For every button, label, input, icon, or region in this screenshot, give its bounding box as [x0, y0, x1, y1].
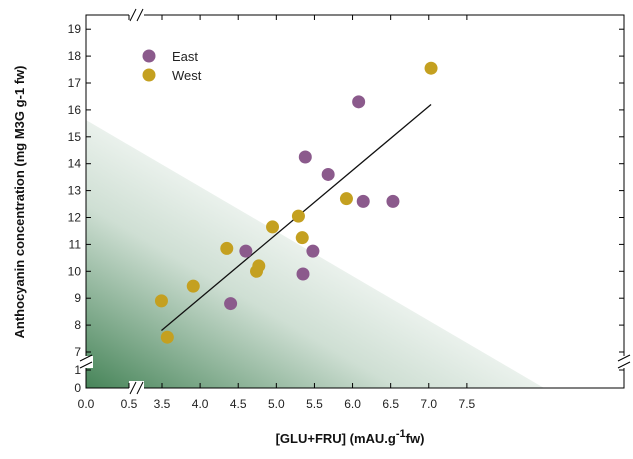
- x-axis-title-tail: fw): [406, 431, 425, 446]
- point-east-8: [386, 194, 400, 208]
- y-axis-break-right-gap: [617, 356, 631, 368]
- x-tick-label-4: 4.5: [230, 397, 247, 411]
- point-east-7: [356, 194, 370, 208]
- axes-layer: [79, 8, 631, 395]
- y-tick-label-8: 13: [68, 184, 82, 198]
- y-tick-label-4: 9: [74, 291, 81, 305]
- points-layer: [154, 61, 438, 344]
- legend: East West: [142, 49, 202, 83]
- y-tick-label-0: 0: [74, 381, 81, 395]
- x-tick-label-9: 7.0: [420, 397, 437, 411]
- ticks-layer: 0.0 0.5 3.5 4.0 4.5 5.0 5.5 6.0 6.5 7.0 7.50178910…: [68, 15, 624, 411]
- point-west-1: [160, 330, 174, 344]
- x-tick-label-0: 0.0: [78, 397, 95, 411]
- x-tick-label-8: 6.5: [382, 397, 399, 411]
- point-east-1: [239, 244, 253, 258]
- x-tick-label-10: 7.5: [459, 397, 476, 411]
- y-tick-label-1: 1: [74, 363, 81, 377]
- point-west-6: [266, 220, 280, 234]
- point-west-10: [424, 61, 438, 75]
- legend-marker-west: [142, 68, 156, 82]
- x-axis-break-bottom-slash-right: [136, 381, 144, 395]
- point-east-2: [296, 267, 310, 281]
- y-tick-label-12: 17: [68, 76, 82, 90]
- y-tick-label-3: 8: [74, 318, 81, 332]
- y-tick-label-13: 18: [68, 49, 82, 63]
- legend-marker-east: [142, 49, 156, 63]
- y-tick-label-9: 14: [68, 157, 82, 171]
- point-west-9: [339, 192, 353, 206]
- legend-label-west: West: [172, 68, 202, 83]
- x-axis-title-main: [GLU+FRU] (mAU.g: [276, 431, 396, 446]
- y-tick-label-5: 10: [68, 264, 82, 278]
- y-axis-break-left-gap: [79, 356, 93, 368]
- point-west-3: [220, 241, 234, 255]
- y-tick-label-2: 7: [74, 345, 81, 359]
- point-east-3: [298, 150, 312, 164]
- legend-label-east: East: [172, 49, 198, 64]
- y-tick-label-11: 16: [68, 103, 82, 117]
- point-east-4: [306, 244, 320, 258]
- y-tick-label-6: 11: [69, 237, 82, 251]
- x-axis-title: [GLU+FRU] (mAU.g-1fw): [276, 428, 425, 446]
- y-tick-label-10: 15: [68, 130, 82, 144]
- y-axis-title: Anthocyanin concentration (mg M3G g-1 fw…: [12, 65, 27, 338]
- x-tick-label-7: 6.0: [344, 397, 361, 411]
- point-west-7: [291, 209, 305, 223]
- y-axis-break-right-slash-bottom: [617, 361, 631, 369]
- point-west-5: [252, 259, 266, 273]
- point-east-6: [352, 95, 366, 109]
- x-axis-break-top-slash-right: [136, 8, 144, 22]
- y-tick-label-14: 19: [68, 22, 82, 36]
- x-tick-label-3: 4.0: [192, 397, 209, 411]
- point-west-2: [186, 279, 200, 293]
- y-axis-break-left-slash-top: [79, 354, 93, 362]
- x-axis-break-bottom-slash-left: [129, 381, 137, 395]
- x-axis-break-top-gap: [129, 8, 144, 22]
- y-tick-label-7: 12: [68, 211, 82, 225]
- y-axis-break-right-slash-top: [617, 354, 631, 362]
- x-tick-label-1: 0.5: [121, 397, 138, 411]
- x-axis-title-sup: -1: [396, 428, 406, 440]
- x-tick-label-6: 5.5: [306, 397, 323, 411]
- point-east-0: [224, 297, 238, 311]
- x-axis-break-top-slash-left: [129, 8, 137, 22]
- x-tick-label-5: 5.0: [268, 397, 285, 411]
- point-west-0: [154, 294, 168, 308]
- x-tick-label-2: 3.5: [154, 397, 171, 411]
- point-west-8: [295, 231, 309, 245]
- plot-frame: [85, 14, 625, 389]
- point-east-5: [321, 167, 335, 181]
- y-axis-break-left-slash-bottom: [79, 361, 93, 369]
- x-axis-break-bottom-gap: [129, 381, 144, 395]
